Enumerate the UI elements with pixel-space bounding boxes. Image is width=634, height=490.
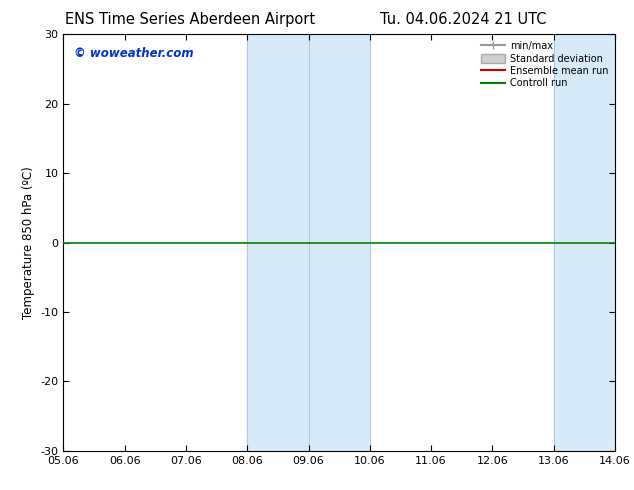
Bar (247, 34, 370, 451)
Text: © woweather.com: © woweather.com (74, 47, 194, 60)
Bar (553, 34, 615, 451)
Legend: min/max, Standard deviation, Ensemble mean run, Controll run: min/max, Standard deviation, Ensemble me… (479, 39, 610, 90)
Text: ENS Time Series Aberdeen Airport: ENS Time Series Aberdeen Airport (65, 12, 315, 27)
Y-axis label: Temperature 850 hPa (ºC): Temperature 850 hPa (ºC) (22, 166, 35, 319)
Text: Tu. 04.06.2024 21 UTC: Tu. 04.06.2024 21 UTC (380, 12, 546, 27)
